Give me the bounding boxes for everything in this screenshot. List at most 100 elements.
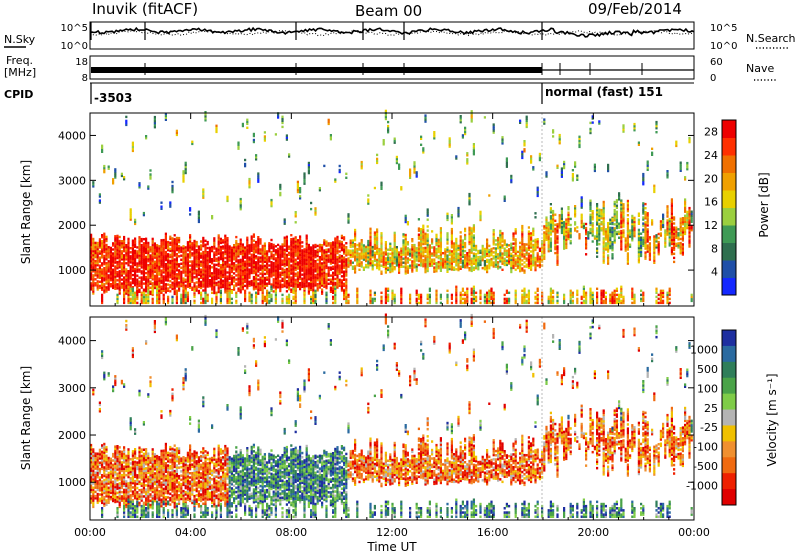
power-cell [314, 290, 316, 292]
power-cell [310, 246, 312, 248]
power-cell [312, 244, 314, 246]
power-cell [554, 246, 556, 248]
power-cell [196, 241, 198, 243]
power-cell [347, 249, 349, 251]
power-cell [281, 122, 283, 124]
power-cell [273, 244, 275, 246]
power-cell [512, 249, 514, 251]
power-cell [209, 247, 211, 249]
power-cell [372, 298, 374, 300]
power-cell [110, 255, 112, 257]
power-cell [152, 238, 154, 240]
power-cell [92, 264, 94, 266]
cpid-label: CPID [4, 88, 33, 101]
power-cell [207, 241, 209, 243]
power-cell [215, 125, 217, 127]
power-cell [229, 282, 231, 284]
power-cell [301, 278, 303, 280]
power-cell [508, 298, 510, 300]
power-cell [277, 116, 279, 118]
power-cell [182, 178, 184, 180]
power-cell [114, 168, 116, 170]
power-cell [416, 175, 418, 177]
power-cell [325, 241, 327, 243]
power-cell [545, 233, 547, 235]
power-cell [512, 232, 514, 234]
power-cell [211, 215, 213, 217]
power-cell [171, 284, 173, 286]
power-cell [290, 281, 292, 283]
power-cell [198, 290, 200, 292]
power-cell [361, 239, 363, 241]
power-cell [281, 126, 283, 128]
power-cell [402, 262, 404, 264]
power-cell [160, 269, 162, 271]
power-cell [270, 239, 272, 241]
power-cell [200, 281, 202, 283]
power-cell [446, 290, 448, 292]
power-cell [167, 288, 169, 290]
power-cell [213, 260, 215, 262]
power-cell [548, 250, 550, 252]
power-cell [108, 260, 110, 262]
power-cell [451, 294, 453, 296]
power-cell [433, 269, 435, 271]
power-cell [387, 125, 389, 127]
power-cell [391, 262, 393, 264]
power-cell [387, 127, 389, 129]
power-cell [101, 262, 103, 264]
power-cell [105, 262, 107, 264]
power-cell [455, 268, 457, 270]
power-cell [501, 257, 503, 259]
power-cell [376, 231, 378, 233]
power-cell [473, 249, 475, 251]
power-cell [174, 258, 176, 260]
power-cell [215, 254, 217, 256]
power-cell [356, 288, 358, 290]
power-cell [449, 258, 451, 260]
power-cell [251, 240, 253, 242]
power-cell [526, 122, 528, 124]
power-cell [143, 242, 145, 244]
power-cell [332, 272, 334, 274]
power-cell [253, 246, 255, 248]
power-cell [185, 162, 187, 164]
power-cell [506, 262, 508, 264]
power-cell [180, 279, 182, 281]
power-cell [189, 234, 191, 236]
power-cell [504, 239, 506, 241]
power-cell [149, 173, 151, 175]
power-cell [119, 240, 121, 242]
power-cell [204, 278, 206, 280]
power-cell [152, 282, 154, 284]
power-cell [537, 252, 539, 254]
power-cell [391, 290, 393, 292]
power-cell [235, 240, 237, 242]
power-cell [328, 279, 330, 281]
power-cell [424, 247, 426, 249]
power-cell [334, 294, 336, 296]
power-cell [387, 294, 389, 296]
power-cell [374, 292, 376, 294]
power-cell [429, 288, 431, 290]
power-cell [429, 259, 431, 261]
power-cell [132, 264, 134, 266]
power-cell [262, 279, 264, 281]
power-cell [94, 278, 96, 280]
power-cell [141, 294, 143, 296]
power-cell [275, 251, 277, 253]
power-cell [543, 248, 545, 250]
power-cell [446, 257, 448, 259]
power-cell [303, 275, 305, 277]
power-cell [136, 246, 138, 248]
power-cell [510, 253, 512, 255]
power-cell [108, 246, 110, 248]
power-cell [374, 252, 376, 254]
power-cell [154, 275, 156, 277]
power-cell [132, 274, 134, 276]
power-cell [215, 248, 217, 250]
power-cell [99, 199, 101, 201]
power-cell [556, 247, 558, 249]
power-cell [94, 282, 96, 284]
power-cell [484, 250, 486, 252]
